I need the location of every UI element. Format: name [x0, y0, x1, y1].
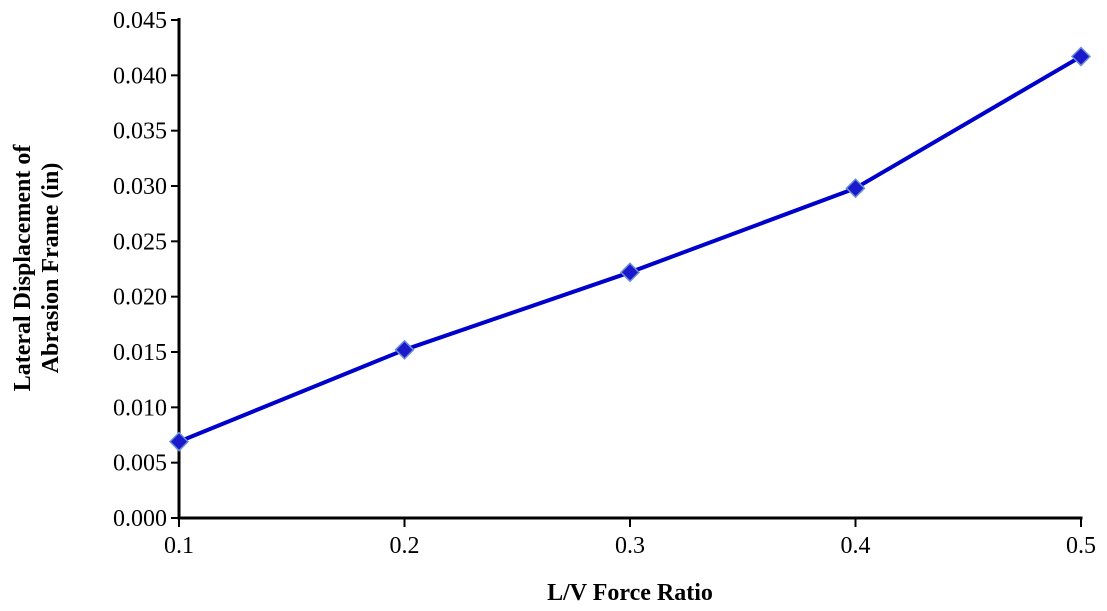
y-tick-label: 0.005 — [113, 451, 167, 477]
data-point-marker — [394, 339, 415, 360]
x-axis-title: L/V Force Ratio — [547, 580, 713, 606]
series-line — [178, 54, 1083, 444]
data-point-marker — [845, 178, 866, 199]
y-tick-label: 0.010 — [113, 395, 167, 421]
y-tick-label: 0.015 — [113, 340, 167, 366]
x-tick-label: 0.1 — [164, 533, 194, 559]
y-tick-label: 0.040 — [113, 63, 167, 89]
x-axis-ticks: 0.1 0.2 0.3 0.4 0.5 — [164, 518, 1096, 559]
x-tick-label: 0.3 — [615, 533, 645, 559]
data-point-marker — [168, 431, 190, 452]
x-tick-label: 0.2 — [390, 533, 420, 559]
y-tick-label: 0.030 — [113, 174, 167, 200]
x-tick-label: 0.4 — [841, 533, 871, 559]
y-axis-title: Lateral Displacement of Abrasion Frame (… — [10, 144, 64, 392]
y-axis-title-line-1: Lateral Displacement of — [10, 144, 36, 392]
y-tick-label: 0.045 — [113, 8, 167, 34]
y-tick-label: 0.025 — [113, 229, 167, 255]
data-point-marker — [1070, 46, 1092, 67]
y-tick-label: 0.000 — [113, 506, 167, 532]
y-tick-label: 0.020 — [113, 285, 167, 311]
data-series — [168, 46, 1092, 452]
y-axis-ticks: 0.000 0.005 0.010 0.015 0.020 0.025 0.030 0.035… — [113, 8, 179, 532]
y-tick-label: 0.035 — [113, 119, 167, 145]
x-tick-label: 0.5 — [1066, 533, 1096, 559]
data-point-marker — [619, 262, 641, 283]
y-axis-title-line-2: Abrasion Frame (in) — [38, 163, 64, 374]
